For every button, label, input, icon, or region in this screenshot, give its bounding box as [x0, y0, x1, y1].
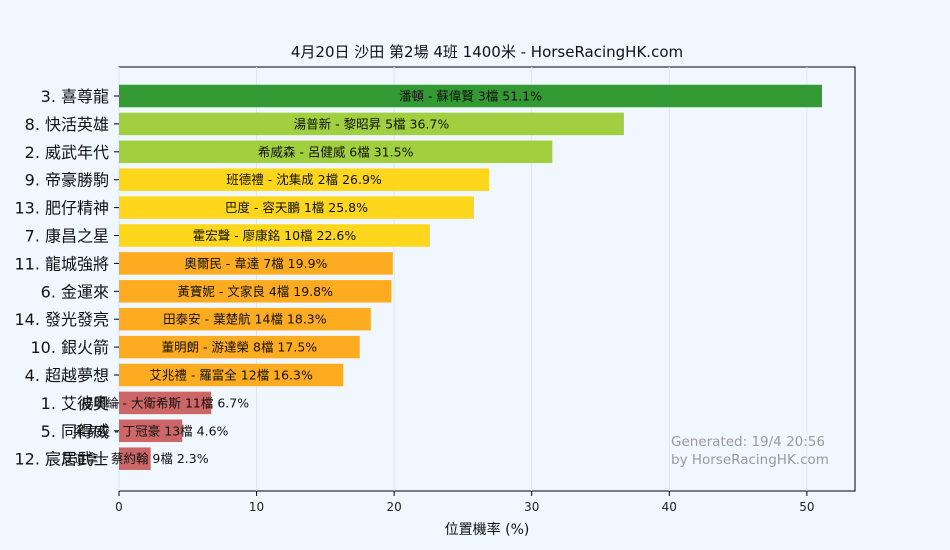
x-tick-label: 30 [524, 500, 539, 514]
bar-data-label: 董明朗 - 游達榮 8檔 17.5% [162, 340, 318, 355]
bar-data-label: 班德禮 - 沈集成 2檔 26.9% [226, 172, 382, 187]
labels: 0 10 20 30 40 50 3. 喜尊龍 潘頓 - 蘇偉賢 3檔 51.1% 8. 快活英… [14, 87, 814, 514]
bar-data-label: 艾兆禮 - 羅富全 12檔 16.3% [149, 368, 313, 383]
bar-data-label: 潘頓 - 蘇偉賢 3檔 51.1% [399, 89, 542, 104]
bar [119, 196, 474, 219]
category-label: 12. 宸居武士 [14, 450, 109, 469]
bar [119, 168, 490, 191]
category-label: 10. 銀火箭 [30, 338, 109, 357]
bar [119, 280, 392, 303]
bar [119, 419, 183, 443]
bar-data-label: 希威森 - 呂健威 6檔 31.5% [258, 144, 414, 159]
watermark-line-1: Generated: 19/4 20:56 [671, 434, 825, 450]
bar-data-label: 田泰安 - 葉楚航 14檔 18.3% [163, 312, 327, 327]
category-label: 7. 康昌之星 [25, 227, 109, 246]
bar [119, 363, 344, 387]
bar-data-label: 霍宏聲 - 廖康銘 10檔 22.6% [193, 228, 357, 243]
bar [119, 335, 360, 359]
plot-area [118, 66, 856, 492]
category-label: 1. 艾彼奧 [41, 394, 109, 413]
bar [119, 224, 430, 247]
category-label: 8. 快活英雄 [25, 115, 109, 134]
category-label: 2. 威武年代 [25, 143, 109, 162]
bar [119, 252, 393, 275]
x-tick-label: 10 [249, 500, 264, 514]
bar-data-label: 奧爾民 - 韋達 7檔 19.9% [184, 256, 327, 271]
x-tick-label: 0 [115, 500, 123, 514]
category-label: 11. 龍城強將 [14, 254, 109, 273]
x-tick-label: 40 [662, 500, 677, 514]
bar [119, 391, 212, 415]
chart-title: 4月20日 沙田 第2場 4班 1400米 - HorseRacingHK.co… [291, 43, 683, 61]
bar [119, 307, 371, 331]
category-label: 14. 發光發亮 [14, 310, 109, 329]
watermark-line-2: by HorseRacingHK.com [671, 452, 829, 468]
category-label: 13. 肥仔精神 [14, 199, 109, 218]
category-label: 6. 金運來 [41, 282, 109, 301]
bar-data-label: 湯普新 - 黎昭昇 5檔 36.7% [294, 116, 450, 131]
bar-data-label: 艾道拿 - 蔡約翰 9檔 2.3% [61, 451, 209, 466]
category-label: 5. 同得威 [41, 422, 109, 441]
bars [119, 84, 822, 470]
bar-data-label: 梁家俊 - 丁冠豪 13檔 4.6% [73, 423, 229, 438]
bar-data-label: 黃寶妮 - 文家良 4檔 19.8% [177, 284, 333, 299]
bar [119, 84, 822, 108]
x-axis-label: 位置機率 (%) [445, 521, 530, 538]
category-label: 3. 喜尊龍 [41, 87, 109, 106]
bar-data-label: 巴度 - 容天鵬 1檔 25.8% [225, 200, 368, 215]
bar [119, 140, 553, 164]
x-tick-label: 20 [386, 500, 401, 514]
bar [119, 447, 151, 470]
bar-data-label: 楊明綸 - 大衛希斯 11檔 6.7% [81, 395, 249, 410]
bar [119, 112, 624, 136]
category-label: 4. 超越夢想 [25, 366, 109, 385]
x-tick-label: 50 [799, 500, 814, 514]
category-label: 9. 帝豪勝駒 [25, 171, 109, 190]
